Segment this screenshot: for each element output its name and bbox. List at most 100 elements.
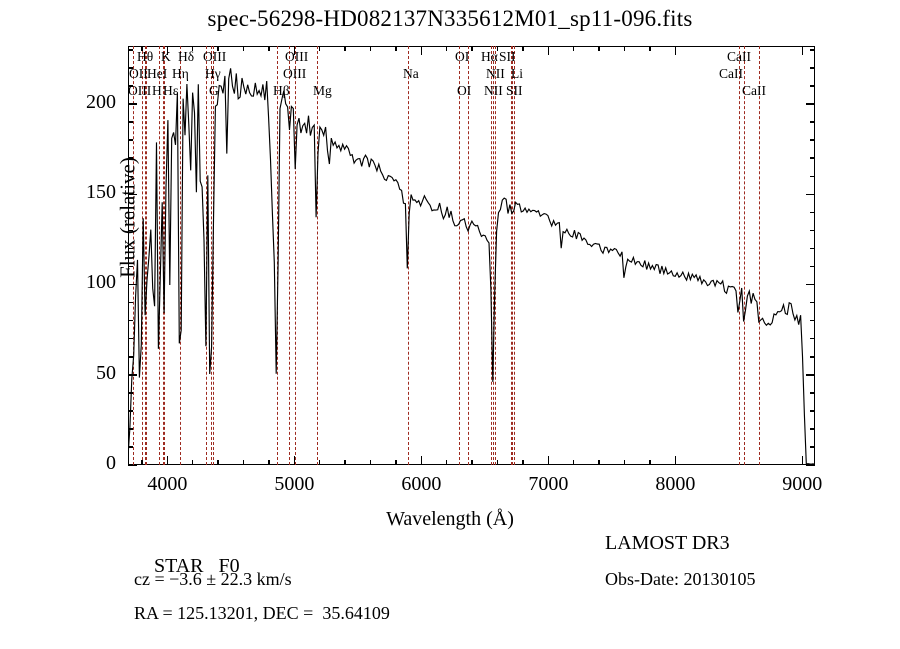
line-marker [289, 46, 291, 465]
x-tick-mark [293, 456, 296, 465]
y-tick-mark [806, 374, 815, 376]
x-tick-mark [166, 46, 169, 55]
line-marker [459, 46, 461, 465]
line-marker [180, 46, 182, 465]
y-minor-tick [810, 301, 815, 304]
spectral-line-label: OI [455, 49, 470, 64]
line-marker [295, 46, 297, 465]
footer-obs-date: Obs-Date: 20130105 [605, 569, 756, 589]
x-minor-tick [496, 460, 499, 465]
y-minor-tick [128, 410, 133, 412]
spectral-line-label: OIII [203, 49, 227, 64]
y-minor-tick [128, 338, 133, 340]
y-tick-mark [128, 374, 137, 376]
footer-survey: LAMOST DR3 [605, 532, 730, 554]
spectral-line-label: OI [457, 83, 472, 98]
y-minor-tick [810, 49, 815, 51]
spectral-line-label: CaII [727, 49, 751, 64]
x-minor-tick [471, 460, 473, 465]
x-minor-tick [319, 46, 321, 51]
y-minor-tick [128, 320, 133, 322]
x-minor-tick [623, 460, 626, 465]
y-tick-mark [806, 193, 815, 196]
figure-title: spec-56298-HD082137N335612M01_sp11-096.f… [207, 6, 693, 31]
y-minor-tick [810, 229, 815, 232]
line-marker [158, 46, 160, 465]
x-minor-tick [369, 46, 372, 51]
spectral-line-label: CaII [742, 83, 766, 98]
line-marker [146, 46, 148, 465]
x-minor-tick [496, 46, 499, 51]
spectral-line-label: Li [511, 66, 523, 81]
y-minor-tick [810, 392, 815, 394]
spectral-line-label: HeI [147, 66, 168, 81]
y-tick-label: 150 [86, 181, 116, 204]
footer-cz: cz = −3.6 ± 22.3 km/s [134, 569, 292, 589]
y-minor-tick [128, 85, 133, 87]
y-minor-tick [810, 211, 815, 214]
y-tick-label: 100 [86, 271, 116, 294]
spectral-line-label: K [161, 49, 171, 64]
x-minor-tick [242, 460, 245, 465]
y-minor-tick [810, 247, 815, 250]
x-tick-mark [801, 456, 804, 465]
y-minor-tick [810, 139, 815, 141]
y-minor-tick [128, 247, 133, 250]
x-minor-tick [598, 460, 600, 465]
x-minor-tick [344, 46, 346, 51]
y-minor-tick [128, 428, 133, 430]
x-tick-label: 7000 [528, 473, 569, 495]
spectral-line-label: Hγ [205, 66, 221, 81]
spectral-line-label: CaII [719, 66, 743, 81]
x-tick-mark [166, 456, 169, 465]
plot-area [128, 46, 815, 465]
x-tick-mark [293, 46, 296, 55]
spectral-line-label: Hδ [178, 49, 195, 64]
x-tick-mark [420, 456, 423, 465]
x-tick-mark [547, 46, 550, 55]
y-minor-tick [128, 301, 133, 304]
spectral-line-label: Hη [172, 66, 189, 81]
x-minor-tick [649, 460, 651, 465]
spectral-line-label: OIII [285, 49, 309, 64]
y-minor-tick [128, 392, 133, 394]
spectral-line-label: H [152, 83, 162, 98]
y-minor-tick [810, 446, 815, 448]
x-tick-label: 9000 [782, 473, 823, 495]
y-tick-mark [128, 464, 137, 467]
line-marker [132, 46, 134, 465]
x-minor-tick [141, 46, 143, 51]
x-minor-tick [141, 460, 143, 465]
x-minor-tick [446, 460, 448, 465]
spectral-line-label: SII [499, 49, 516, 64]
spectral-line-label: Hθ [137, 49, 154, 64]
x-tick-label: 6000 [401, 473, 442, 495]
line-marker [213, 46, 215, 465]
x-axis-label: Wavelength (Å) [386, 508, 514, 530]
x-tick-mark [801, 46, 804, 55]
x-minor-tick [344, 460, 346, 465]
x-minor-tick [573, 46, 575, 51]
y-minor-tick [128, 67, 133, 69]
y-minor-tick [810, 410, 815, 412]
x-tick-mark [420, 46, 423, 55]
line-marker [467, 46, 469, 465]
y-minor-tick [810, 175, 815, 177]
y-minor-tick [128, 139, 133, 141]
spectral-line-label: NII [486, 66, 505, 81]
x-tick-mark [674, 456, 677, 465]
spectral-line-label: NII [484, 83, 503, 98]
y-minor-tick [810, 356, 815, 358]
x-tick-label: 5000 [274, 473, 315, 495]
spectral-line-label: SII [506, 83, 523, 98]
object-class-value: STAR [154, 555, 204, 577]
line-marker [163, 46, 165, 465]
line-marker [511, 46, 513, 465]
line-marker [144, 46, 146, 465]
y-minor-tick [810, 338, 815, 340]
spectral-line-label: Na [403, 66, 419, 81]
x-minor-tick [192, 460, 194, 465]
footer-coords: RA = 125.13201, DEC = 35.64109 [134, 603, 390, 623]
y-minor-tick [128, 121, 133, 123]
x-tick-mark [547, 456, 550, 465]
